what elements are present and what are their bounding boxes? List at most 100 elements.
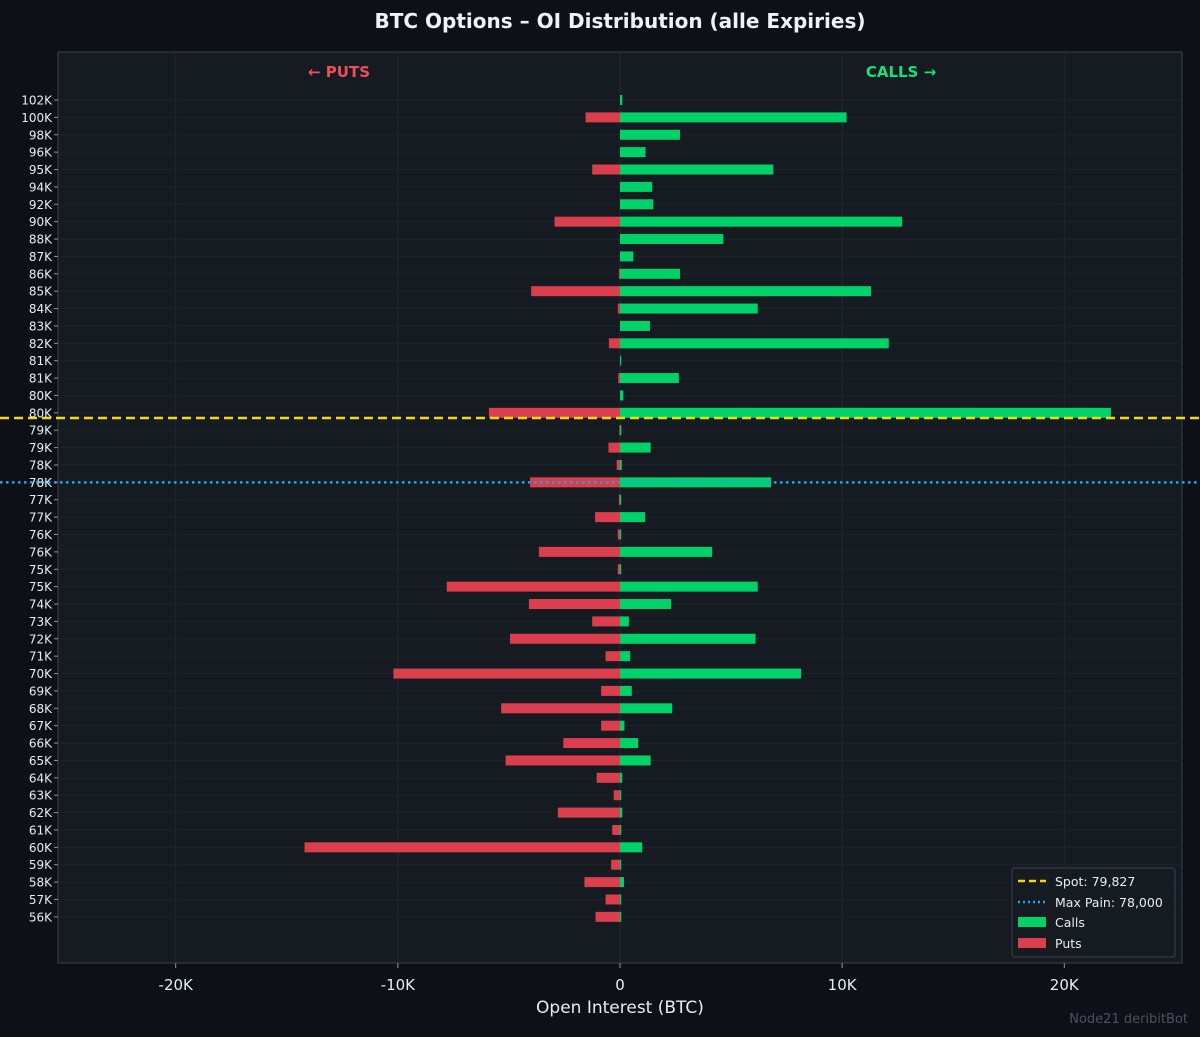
call-bar bbox=[620, 685, 632, 696]
call-bar bbox=[620, 546, 713, 557]
y-tick-label: 56K bbox=[29, 910, 53, 924]
y-tick-label: 87K bbox=[29, 250, 53, 264]
call-bar bbox=[620, 251, 634, 262]
y-tick-label: 94K bbox=[29, 180, 53, 194]
put-bar bbox=[617, 564, 620, 575]
call-bar bbox=[620, 129, 680, 140]
put-bar bbox=[595, 911, 620, 922]
y-tick-label: 78K bbox=[29, 458, 53, 472]
y-tick-label: 86K bbox=[29, 267, 53, 281]
call-bar bbox=[620, 268, 680, 279]
put-bar bbox=[510, 633, 620, 644]
y-tick-label: 70K bbox=[29, 667, 53, 681]
call-bar bbox=[620, 494, 622, 505]
y-tick-label: 76K bbox=[29, 545, 53, 559]
put-bar bbox=[605, 894, 620, 905]
put-bar bbox=[612, 824, 620, 835]
call-bar bbox=[620, 599, 672, 610]
call-bar bbox=[620, 390, 624, 401]
y-tick-label: 73K bbox=[29, 615, 53, 629]
call-bar bbox=[620, 720, 625, 731]
call-bar bbox=[620, 738, 639, 749]
put-bar bbox=[618, 268, 621, 279]
y-tick-label: 75K bbox=[29, 580, 53, 594]
call-bar bbox=[620, 633, 756, 644]
put-bar bbox=[618, 373, 620, 384]
put-bar bbox=[601, 685, 620, 696]
y-tick-label: 58K bbox=[29, 876, 53, 890]
call-bar bbox=[620, 772, 623, 783]
y-tick-label: 96K bbox=[29, 146, 53, 160]
watermark: Node21 deribitBot bbox=[1069, 1012, 1188, 1027]
put-bar bbox=[554, 216, 620, 227]
call-bar bbox=[620, 112, 847, 123]
put-bar bbox=[592, 616, 620, 627]
put-bar bbox=[605, 651, 620, 662]
put-bar bbox=[608, 338, 620, 349]
puts-side-label: ← PUTS bbox=[308, 63, 370, 81]
legend-puts-swatch bbox=[1018, 938, 1046, 948]
y-tick-label: 77K bbox=[29, 493, 53, 507]
legend-puts-label: Puts bbox=[1055, 936, 1082, 951]
y-tick-label: 68K bbox=[29, 702, 53, 716]
call-bar bbox=[620, 894, 622, 905]
y-tick-label: 81K bbox=[29, 354, 53, 368]
y-tick-label: 84K bbox=[29, 302, 53, 316]
y-tick-label: 98K bbox=[29, 128, 53, 142]
y-tick-label: 102K bbox=[21, 94, 53, 108]
call-bar bbox=[620, 147, 646, 158]
y-tick-label: 82K bbox=[29, 337, 53, 351]
legend-spot-label: Spot: 79,827 bbox=[1055, 874, 1135, 889]
put-bar bbox=[501, 703, 620, 714]
x-tick-label: -20K bbox=[159, 976, 194, 994]
y-axis-ticks: 102K 100K 98K 96K 95K 94K 92K 90K 88K 87K 86K 85K 84… bbox=[21, 94, 58, 924]
y-tick-label: 81K bbox=[29, 372, 53, 386]
chart-title: BTC Options – OI Distribution (alle Expi… bbox=[375, 9, 866, 33]
call-bar bbox=[620, 581, 758, 592]
put-bar bbox=[584, 877, 620, 888]
y-tick-label: 64K bbox=[29, 771, 53, 785]
y-tick-label: 57K bbox=[29, 893, 53, 907]
x-axis-ticks: -20K -10K 0 10K 20K bbox=[159, 963, 1080, 994]
y-tick-label: 65K bbox=[29, 754, 53, 768]
y-tick-label: 75K bbox=[29, 563, 53, 577]
y-tick-label: 85K bbox=[29, 285, 53, 299]
call-bar bbox=[620, 824, 622, 835]
y-tick-label: 71K bbox=[29, 650, 53, 664]
call-bar bbox=[620, 164, 774, 175]
y-tick-label: 100K bbox=[21, 111, 53, 125]
y-tick-label: 90K bbox=[29, 215, 53, 229]
put-bar bbox=[617, 303, 620, 314]
call-bar bbox=[620, 459, 622, 470]
put-bar bbox=[557, 807, 620, 818]
y-tick-label: 80K bbox=[29, 389, 53, 403]
legend: Spot: 79,827 Max Pain: 78,000 Calls Puts bbox=[1011, 867, 1176, 958]
x-tick-label: 20K bbox=[1050, 976, 1080, 994]
y-tick-label: 59K bbox=[29, 858, 53, 872]
x-tick-label: 10K bbox=[828, 976, 858, 994]
call-bar bbox=[620, 512, 646, 523]
y-tick-label: 78K bbox=[29, 476, 53, 490]
call-bar bbox=[620, 616, 629, 627]
call-bar bbox=[620, 95, 623, 105]
call-bar bbox=[620, 338, 889, 349]
put-bar bbox=[505, 755, 620, 766]
x-tick-label: 0 bbox=[615, 976, 625, 994]
x-axis-label: Open Interest (BTC) bbox=[536, 998, 704, 1018]
call-bar bbox=[620, 842, 643, 853]
call-bar bbox=[620, 303, 758, 314]
call-bar bbox=[620, 442, 651, 453]
put-bar bbox=[563, 738, 620, 749]
x-tick-label: -10K bbox=[381, 976, 416, 994]
y-tick-label: 76K bbox=[29, 528, 53, 542]
y-tick-label: 79K bbox=[29, 424, 53, 438]
put-bar bbox=[592, 164, 620, 175]
y-tick-label: 60K bbox=[29, 841, 53, 855]
legend-box bbox=[1011, 867, 1176, 958]
y-tick-label: 69K bbox=[29, 684, 53, 698]
put-bar bbox=[538, 546, 620, 557]
put-bar bbox=[530, 477, 620, 488]
call-bar bbox=[620, 355, 622, 366]
y-tick-label: 66K bbox=[29, 737, 53, 751]
